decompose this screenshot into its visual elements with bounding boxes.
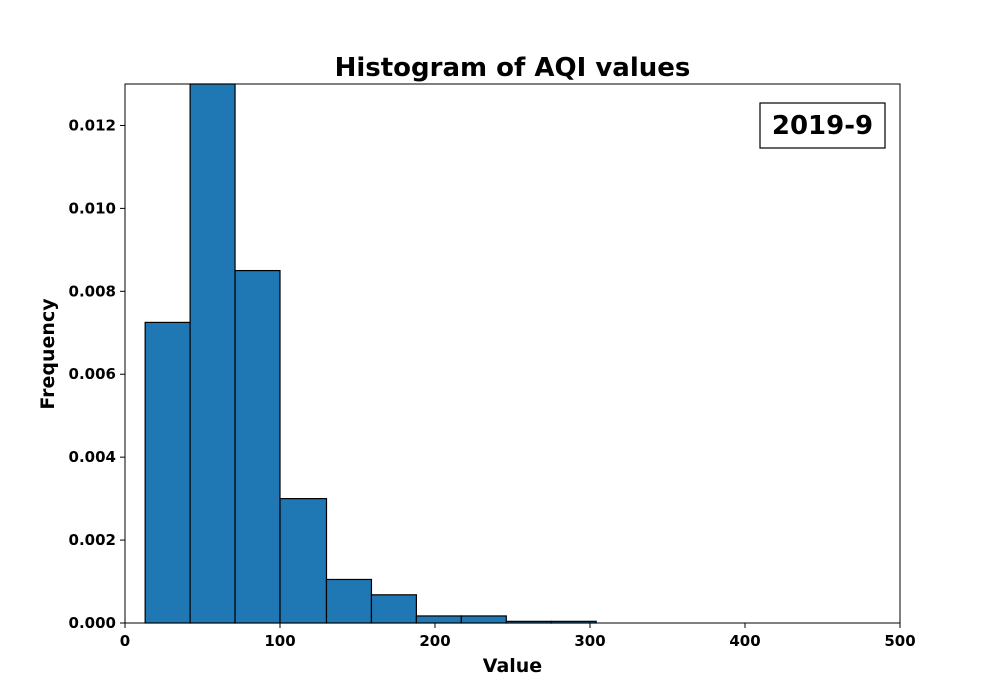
x-tick-label: 200 [419, 632, 450, 650]
x-axis-label: Value [483, 655, 542, 677]
y-tick-label: 0.012 [69, 116, 116, 134]
x-tick-label: 400 [729, 632, 760, 650]
period-badge-label: 2019-9 [772, 111, 873, 141]
y-tick-label: 0.010 [69, 199, 116, 217]
y-tick-label: 0.002 [69, 531, 116, 549]
histogram-bar [370, 594, 418, 624]
x-tick-label: 300 [574, 632, 605, 650]
histogram-bar [415, 615, 462, 624]
x-tick-label: 0 [120, 632, 130, 650]
histogram-bar [325, 578, 373, 624]
plot-frame [124, 83, 901, 624]
histogram-bar [144, 321, 191, 624]
y-axis-ticks: 0.000 0.002 0.004 0.006 0.008 0.010 0.012 [69, 116, 125, 632]
histogram-bar [189, 83, 236, 624]
x-axis-ticks: 0 100 200 300 400 500 [120, 623, 916, 650]
histogram-bar [460, 615, 507, 624]
y-tick-label: 0.008 [69, 282, 116, 300]
y-tick-label: 0.000 [69, 614, 116, 632]
y-tick-label: 0.006 [69, 365, 116, 383]
x-tick-label: 100 [264, 632, 295, 650]
y-tick-label: 0.004 [69, 448, 116, 466]
period-badge: 2019-9 [759, 102, 886, 149]
histogram-bar [234, 269, 281, 624]
y-axis-label: Frequency [37, 298, 59, 410]
period-badge-box [759, 102, 886, 149]
chart-title: Histogram of AQI values [335, 53, 691, 83]
histogram-bar [279, 498, 328, 624]
x-tick-label: 500 [884, 632, 915, 650]
